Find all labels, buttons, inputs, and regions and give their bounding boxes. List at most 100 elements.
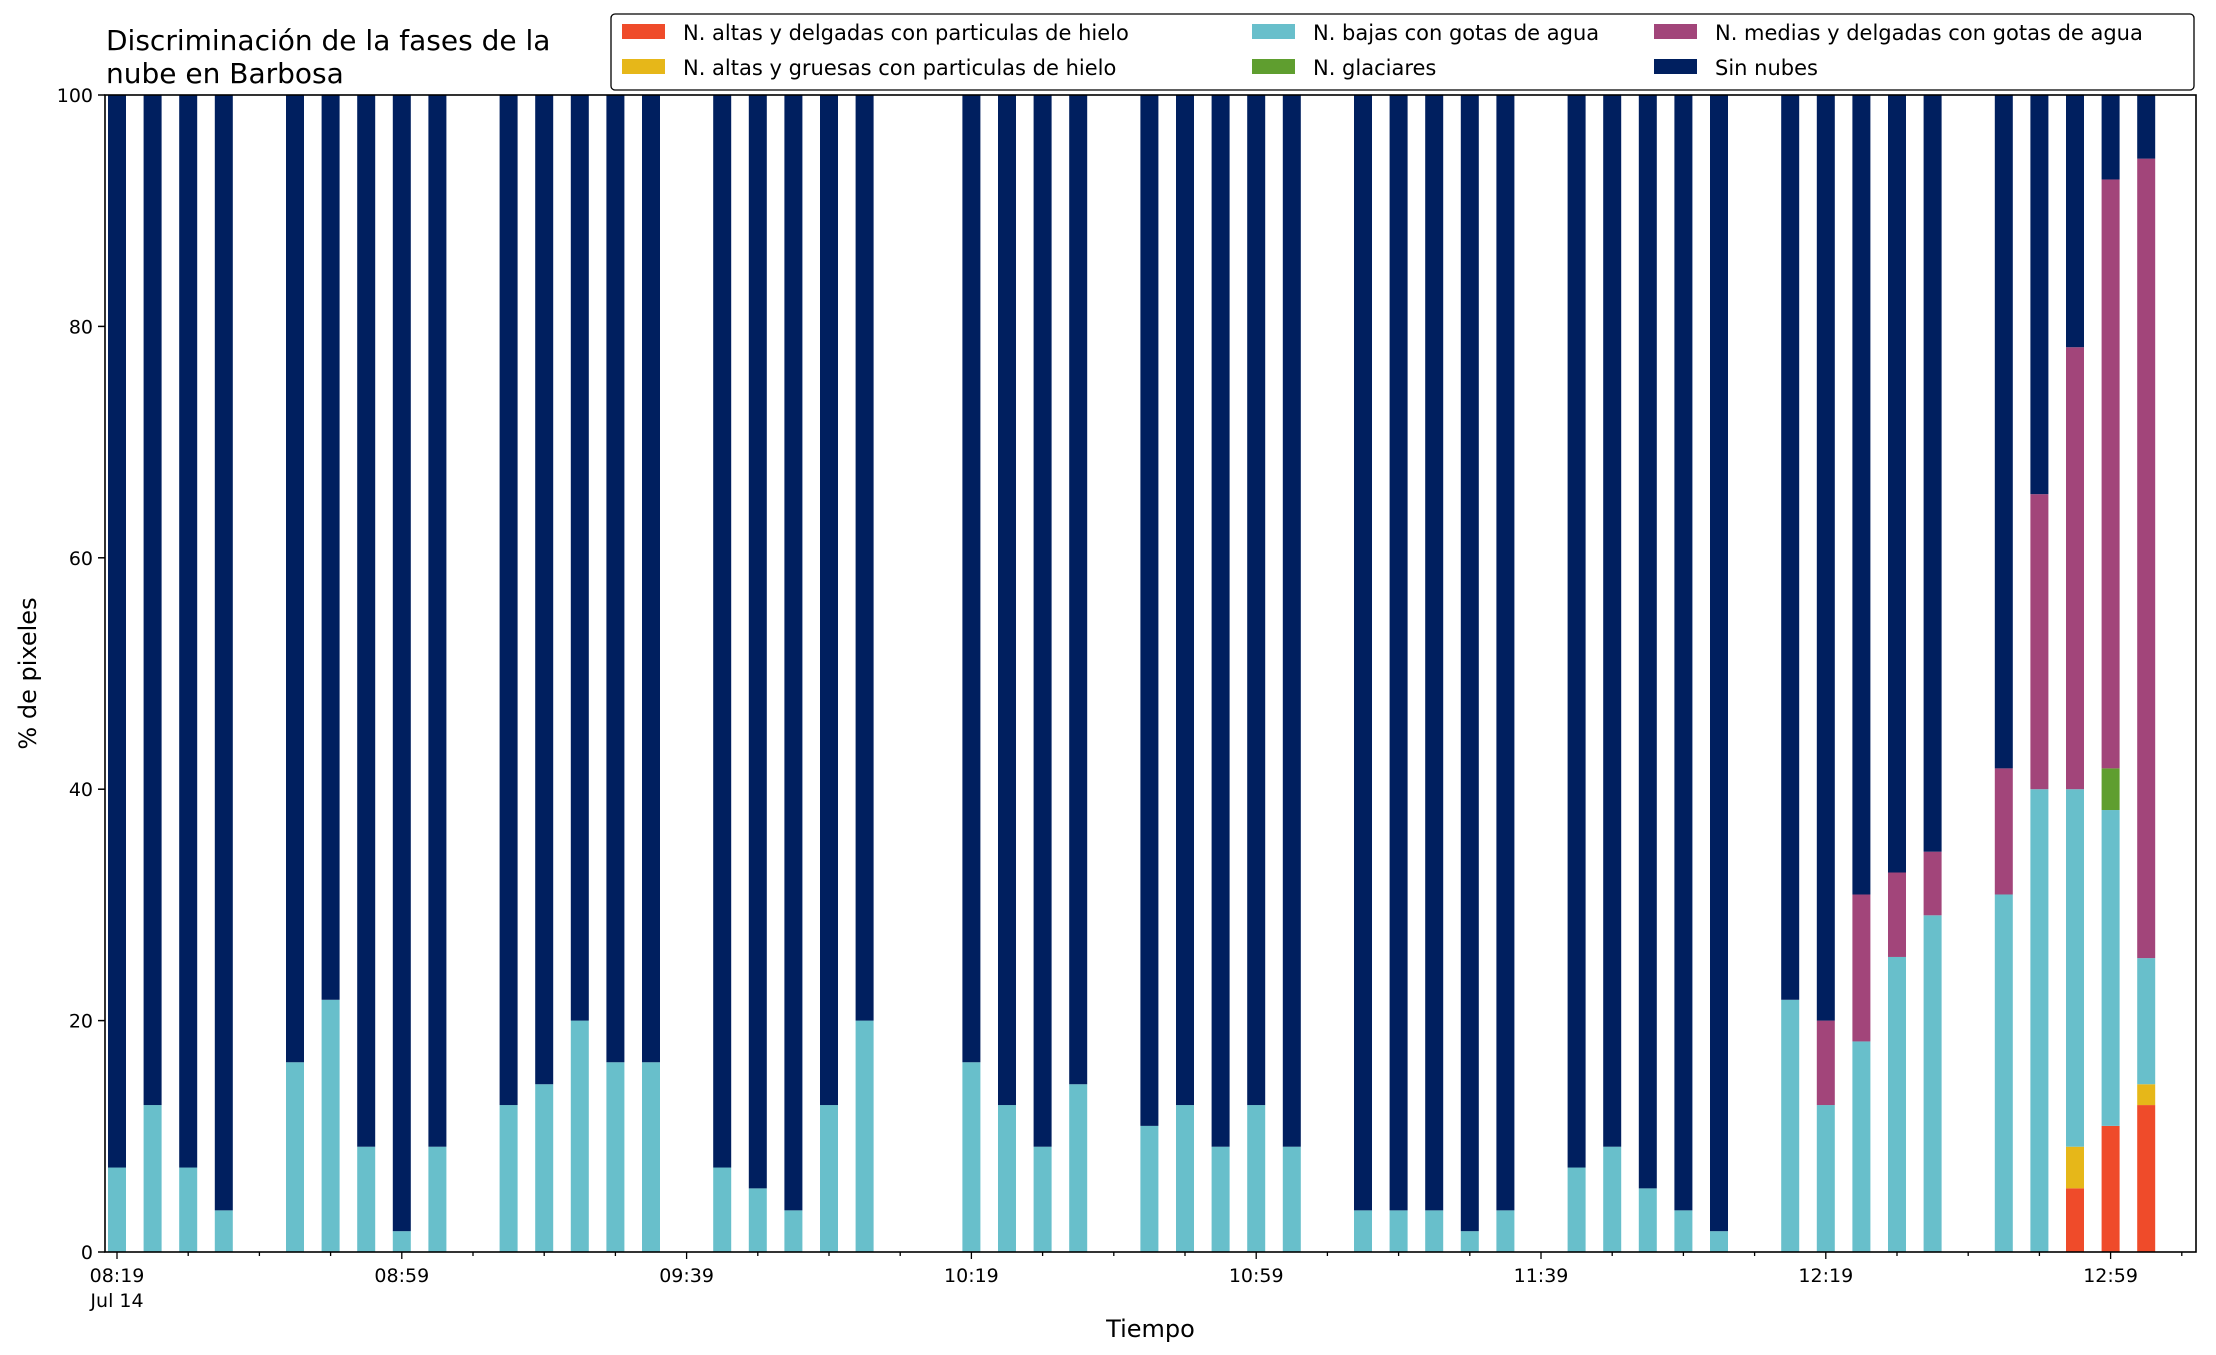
bar-segment [1781,999,1800,1252]
x-tick-label: 10:59 [1229,1265,1284,1287]
bar-segment [286,95,304,1063]
bar-segment [1140,95,1159,1126]
x-axis-label: Tiempo [1105,1315,1195,1343]
y-tick-label: 20 [69,1011,93,1033]
bar-segment [1710,1231,1728,1252]
bar-segment [179,95,198,1168]
bar-segment [2137,158,2156,959]
bar-segment [499,1105,518,1252]
bar-segment [1460,95,1479,1232]
bar-segment [570,1020,589,1252]
bar-segment [392,95,411,1232]
bar-segment [2137,958,2156,1085]
bar-segment [535,95,554,1085]
y-tick-label: 0 [81,1242,93,1264]
bar-segment [1282,95,1301,1147]
bar-segment [2101,179,2120,769]
bar-segment [962,95,981,1063]
x-tick-label: 12:19 [1798,1265,1853,1287]
bar-segment [286,1062,304,1252]
bar-segment [1033,95,1052,1147]
bar-segment [748,1188,767,1252]
bar-segment [748,95,767,1189]
legend-swatch [1252,24,1295,39]
bar-segment [1852,1041,1871,1252]
bar-segment [1176,95,1194,1106]
bar-segment [1069,1084,1088,1252]
bar-segment [1211,95,1230,1147]
bar-segment [2066,1146,2084,1189]
x-tick-label: 11:39 [1514,1265,1569,1287]
bar-segment [1923,851,1942,916]
bar-segment [1994,95,2013,769]
bar-segment [1567,95,1586,1168]
legend-label: N. altas y gruesas con particulas de hie… [683,56,1116,80]
bar-segment [1710,95,1728,1232]
bar-segment [428,1146,447,1252]
bar-segment [1888,956,1906,1252]
legend: N. altas y delgadas con particulas de hi… [610,13,2195,91]
bar-segment [1603,95,1622,1147]
plot-frame [104,94,2197,1253]
bars-group [108,95,2156,1252]
bar-segment [2066,789,2084,1147]
bar-segment [1033,1146,1052,1252]
y-tick-label: 40 [69,779,93,801]
bar-segment [1389,1210,1408,1252]
bar-segment [214,1210,233,1252]
bar-segment [2101,1125,2120,1252]
bar-segment [1888,95,1906,873]
bar-segment [2137,95,2156,159]
bar-segment [1781,95,1800,1000]
bar-segment [998,95,1016,1106]
bar-segment [606,95,625,1063]
bar-segment [1176,1105,1194,1252]
bar-segment [535,1084,554,1252]
bar-segment [1211,1146,1230,1252]
bar-segment [1994,894,2013,1252]
bar-segment [392,1231,411,1252]
legend-label: Sin nubes [1715,56,1818,80]
bar-segment [1638,95,1657,1189]
bar-segment [2030,789,2049,1252]
bar-segment [642,95,660,1063]
bar-segment [321,999,340,1252]
bar-segment [357,95,376,1147]
bar-segment [570,95,589,1021]
x-tick-label: 09:39 [659,1265,714,1287]
bar-segment [1389,95,1408,1211]
x-tick-label: 08:19 [90,1265,145,1287]
bar-segment [1674,95,1693,1211]
bar-segment [428,95,447,1147]
y-axis-label: % de pixeles [14,597,42,749]
bar-segment [1638,1188,1657,1252]
bar-segment [1852,894,1871,1042]
bar-segment [855,95,874,1021]
x-tick-label: 12:59 [2083,1265,2138,1287]
legend-label: N. bajas con gotas de agua [1313,21,1599,45]
bar-segment [1994,768,2013,895]
bar-segment [2066,95,2084,348]
y-tick-label: 80 [69,316,93,338]
bar-segment [143,95,162,1106]
legend-label: N. medias y delgadas con gotas de agua [1715,21,2143,45]
bar-segment [1247,95,1266,1106]
bar-segment [1923,95,1942,852]
chart-title-line: Discriminación de la fases de la [106,24,550,57]
bar-segment [143,1105,162,1252]
bar-segment [1425,95,1444,1211]
bar-segment [2066,1188,2084,1252]
bar-segment [1816,95,1835,1021]
bar-segment [2030,494,2049,790]
bar-segment [214,95,233,1211]
legend-box [610,13,2195,91]
bar-segment [179,1167,198,1252]
bar-segment [1888,872,1906,957]
bar-segment [1354,95,1372,1211]
bar-segment [855,1020,874,1252]
bar-segment [2030,95,2049,495]
bar-segment [2066,347,2084,790]
bar-segment [2101,95,2120,180]
bar-segment [962,1062,981,1252]
